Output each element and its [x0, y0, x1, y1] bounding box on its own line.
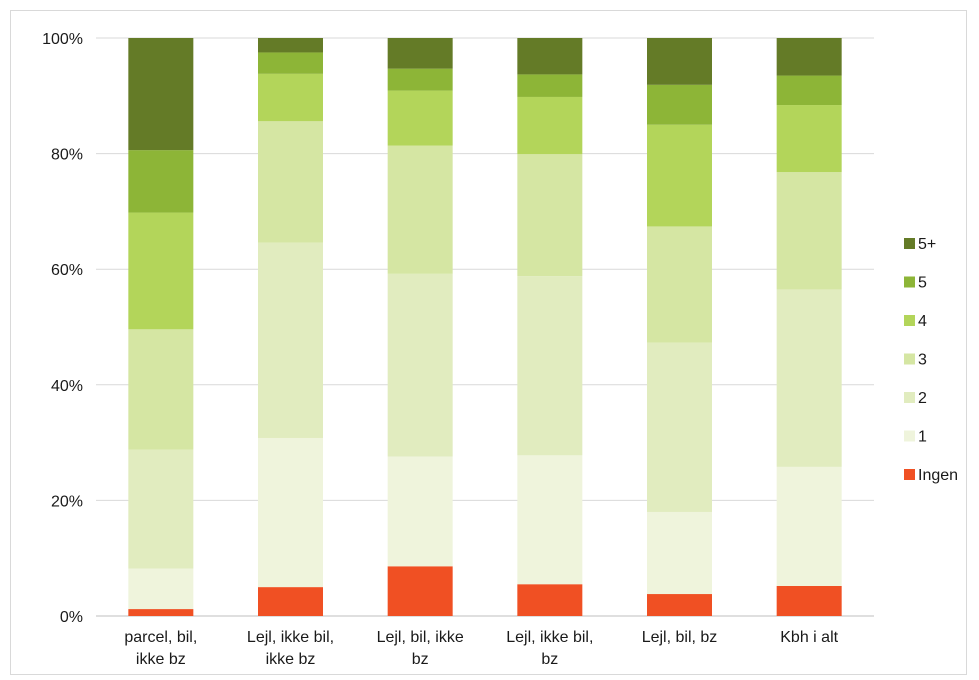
- bar-segment: [387, 145, 453, 274]
- bar-segment: [517, 584, 583, 616]
- bar-segment: [128, 38, 194, 151]
- legend-label: 1: [918, 429, 927, 446]
- bar-segment: [647, 84, 712, 125]
- bar-segment: [128, 329, 194, 450]
- x-tick-label: ikke bz: [136, 651, 186, 668]
- y-tick-label: 60%: [51, 262, 83, 279]
- legend-swatch: [904, 392, 915, 403]
- bar-segment: [776, 466, 842, 586]
- bar-segment: [258, 38, 323, 53]
- x-tick-label: Kbh i alt: [780, 629, 838, 646]
- bar-segment: [258, 437, 323, 588]
- bar-segment: [258, 73, 323, 122]
- bar-segment: [647, 124, 712, 227]
- x-tick-label: Lejl, ikke bil,: [247, 629, 334, 646]
- bar-segment: [776, 105, 842, 173]
- x-tick-label: Lejl, bil, bz: [642, 629, 718, 646]
- bar-segment: [258, 52, 323, 74]
- x-tick-label: parcel, bil,: [124, 629, 197, 646]
- x-tick-label: ikke bz: [266, 651, 316, 668]
- bar-segment: [776, 75, 842, 106]
- bar-segment: [517, 74, 583, 97]
- bar-segment: [647, 594, 712, 616]
- y-tick-label: 20%: [51, 493, 83, 510]
- y-tick-label: 100%: [42, 31, 83, 48]
- y-tick-label: 40%: [51, 378, 83, 395]
- bar-segment: [776, 585, 842, 616]
- bar-segment: [258, 242, 323, 438]
- legend-swatch: [904, 430, 915, 442]
- bar-segment: [387, 90, 453, 146]
- legend-label: 4: [918, 313, 927, 330]
- legend-label: 5: [918, 275, 927, 292]
- bar-segment: [128, 449, 194, 569]
- legend-swatch: [904, 276, 915, 288]
- bar-segment: [128, 568, 194, 610]
- bar-segment: [647, 226, 712, 343]
- bar-segment: [128, 150, 194, 213]
- bar-segment: [517, 276, 583, 456]
- bar-segment: [647, 342, 712, 512]
- stacked-bar-chart: 0% 20% 40% 60% 80% 100% parcel, bil, ikke bz Lej…: [42, 31, 958, 668]
- legend-label: 2: [918, 390, 927, 407]
- bar-segment: [258, 587, 323, 616]
- bar-segment: [517, 38, 583, 75]
- legend-swatch: [904, 315, 915, 326]
- bar-segment: [387, 456, 453, 567]
- bar-segment: [128, 609, 194, 616]
- y-tick-label: 80%: [51, 147, 83, 164]
- x-tick-label: bz: [412, 651, 429, 668]
- x-tick-label: Lejl, bil, ikke: [377, 629, 464, 646]
- bar-segment: [258, 121, 323, 243]
- legend-label: Ingen: [918, 467, 958, 484]
- bar-segment: [517, 455, 583, 585]
- bar-segment: [776, 289, 842, 467]
- legend-swatch: [904, 238, 915, 249]
- legend-swatch: [904, 353, 915, 365]
- bar-segment: [517, 96, 583, 155]
- bar-segment: [776, 38, 842, 76]
- chart-frame: 0% 20% 40% 60% 80% 100% parcel, bil, ikke bz Lej…: [10, 10, 967, 675]
- bar-segment: [128, 212, 194, 330]
- legend-swatch: [904, 469, 915, 480]
- x-tick-label: Lejl, ikke bil,: [506, 629, 593, 646]
- bar-segment: [387, 68, 453, 91]
- bar-segment: [387, 38, 453, 69]
- legend-label: 5+: [918, 236, 936, 253]
- bar-segment: [776, 172, 842, 290]
- bar-segment: [387, 566, 453, 616]
- bar-segment: [647, 511, 712, 595]
- legend-label: 3: [918, 352, 927, 369]
- y-tick-label: 0%: [60, 609, 83, 626]
- bar-segment: [647, 38, 712, 85]
- bar-segment: [387, 273, 453, 457]
- bar-segment: [517, 154, 583, 277]
- x-tick-label: bz: [541, 651, 558, 668]
